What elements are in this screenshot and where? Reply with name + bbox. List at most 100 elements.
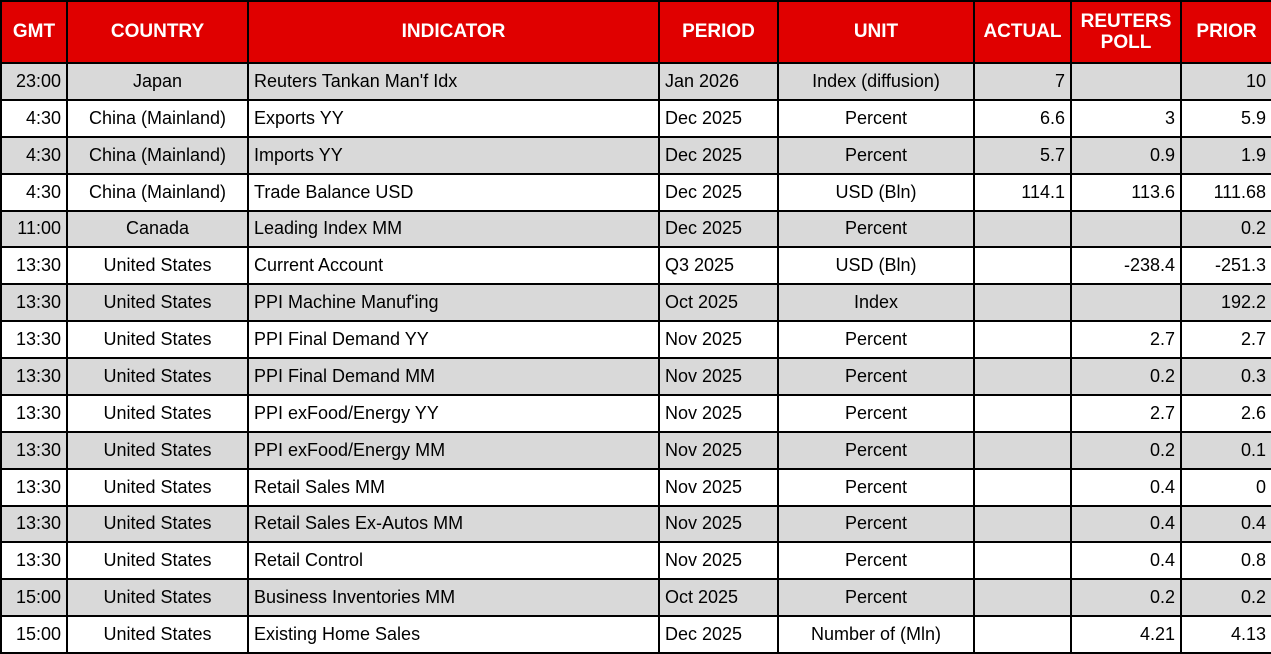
cell-prior[interactable]: 4.13 xyxy=(1180,615,1271,654)
cell-gmt[interactable]: 4:30 xyxy=(0,98,68,138)
cell-actual[interactable] xyxy=(973,504,1072,544)
cell-gmt[interactable]: 13:30 xyxy=(0,541,68,581)
cell-unit[interactable]: Percent xyxy=(777,541,975,581)
cell-unit[interactable]: Percent xyxy=(777,504,975,544)
cell-country[interactable]: United States xyxy=(66,504,249,544)
cell-period[interactable]: Nov 2025 xyxy=(658,541,779,581)
cell-period[interactable]: Dec 2025 xyxy=(658,615,779,654)
cell-actual[interactable] xyxy=(973,393,1072,433)
cell-indicator[interactable]: Trade Balance USD xyxy=(247,172,660,212)
cell-poll[interactable]: 0.4 xyxy=(1070,541,1182,581)
cell-gmt[interactable]: 13:30 xyxy=(0,357,68,396)
cell-gmt[interactable]: 15:00 xyxy=(0,578,68,618)
cell-actual[interactable] xyxy=(973,357,1072,396)
cell-actual[interactable] xyxy=(973,615,1072,654)
cell-prior[interactable]: 1.9 xyxy=(1180,135,1271,175)
cell-unit[interactable]: Percent xyxy=(777,98,975,138)
column-header-country[interactable]: COUNTRY xyxy=(66,0,249,64)
cell-actual[interactable] xyxy=(973,209,1072,249)
cell-unit[interactable]: Number of (Mln) xyxy=(777,615,975,654)
cell-period[interactable]: Dec 2025 xyxy=(658,209,779,249)
cell-actual[interactable]: 6.6 xyxy=(973,98,1072,138)
cell-prior[interactable]: -251.3 xyxy=(1180,246,1271,286)
cell-unit[interactable]: USD (Bln) xyxy=(777,246,975,286)
cell-indicator[interactable]: Retail Sales Ex-Autos MM xyxy=(247,504,660,544)
cell-actual[interactable]: 7 xyxy=(973,62,1072,101)
cell-country[interactable]: China (Mainland) xyxy=(66,172,249,212)
cell-unit[interactable]: Percent xyxy=(777,135,975,175)
cell-period[interactable]: Dec 2025 xyxy=(658,98,779,138)
cell-period[interactable]: Dec 2025 xyxy=(658,135,779,175)
cell-poll[interactable]: -238.4 xyxy=(1070,246,1182,286)
cell-gmt[interactable]: 13:30 xyxy=(0,283,68,323)
cell-prior[interactable]: 0.2 xyxy=(1180,578,1271,618)
column-header-actual[interactable]: ACTUAL xyxy=(973,0,1072,64)
cell-period[interactable]: Nov 2025 xyxy=(658,393,779,433)
column-header-period[interactable]: PERIOD xyxy=(658,0,779,64)
cell-prior[interactable]: 192.2 xyxy=(1180,283,1271,323)
cell-prior[interactable]: 5.9 xyxy=(1180,98,1271,138)
cell-unit[interactable]: Percent xyxy=(777,578,975,618)
cell-prior[interactable]: 0.1 xyxy=(1180,430,1271,470)
column-header-prior[interactable]: PRIOR xyxy=(1180,0,1271,64)
cell-unit[interactable]: Percent xyxy=(777,430,975,470)
cell-gmt[interactable]: 13:30 xyxy=(0,430,68,470)
cell-country[interactable]: China (Mainland) xyxy=(66,135,249,175)
cell-unit[interactable]: Index xyxy=(777,283,975,323)
cell-prior[interactable]: 0.3 xyxy=(1180,357,1271,396)
cell-period[interactable]: Nov 2025 xyxy=(658,357,779,396)
cell-poll[interactable]: 0.4 xyxy=(1070,467,1182,507)
cell-poll[interactable]: 0.2 xyxy=(1070,578,1182,618)
column-header-unit[interactable]: UNIT xyxy=(777,0,975,64)
cell-gmt[interactable]: 4:30 xyxy=(0,135,68,175)
cell-prior[interactable]: 2.6 xyxy=(1180,393,1271,433)
cell-actual[interactable]: 5.7 xyxy=(973,135,1072,175)
cell-poll[interactable]: 0.4 xyxy=(1070,504,1182,544)
cell-indicator[interactable]: Exports YY xyxy=(247,98,660,138)
cell-prior[interactable]: 0.8 xyxy=(1180,541,1271,581)
cell-indicator[interactable]: Business Inventories MM xyxy=(247,578,660,618)
cell-actual[interactable] xyxy=(973,283,1072,323)
cell-indicator[interactable]: PPI Machine Manuf'ing xyxy=(247,283,660,323)
cell-prior[interactable]: 10 xyxy=(1180,62,1271,101)
cell-indicator[interactable]: PPI Final Demand MM xyxy=(247,357,660,396)
cell-gmt[interactable]: 13:30 xyxy=(0,246,68,286)
cell-actual[interactable] xyxy=(973,467,1072,507)
cell-country[interactable]: Japan xyxy=(66,62,249,101)
cell-gmt[interactable]: 13:30 xyxy=(0,393,68,433)
cell-actual[interactable] xyxy=(973,578,1072,618)
cell-unit[interactable]: Percent xyxy=(777,357,975,396)
cell-poll[interactable] xyxy=(1070,209,1182,249)
cell-gmt[interactable]: 13:30 xyxy=(0,320,68,359)
cell-country[interactable]: United States xyxy=(66,393,249,433)
cell-unit[interactable]: Percent xyxy=(777,393,975,433)
cell-unit[interactable]: Percent xyxy=(777,320,975,359)
cell-country[interactable]: United States xyxy=(66,357,249,396)
cell-gmt[interactable]: 11:00 xyxy=(0,209,68,249)
cell-country[interactable]: United States xyxy=(66,467,249,507)
cell-country[interactable]: China (Mainland) xyxy=(66,98,249,138)
cell-gmt[interactable]: 15:00 xyxy=(0,615,68,654)
cell-country[interactable]: United States xyxy=(66,320,249,359)
column-header-indicator[interactable]: INDICATOR xyxy=(247,0,660,64)
cell-country[interactable]: United States xyxy=(66,578,249,618)
cell-period[interactable]: Q3 2025 xyxy=(658,246,779,286)
cell-country[interactable]: United States xyxy=(66,615,249,654)
cell-indicator[interactable]: Reuters Tankan Man'f Idx xyxy=(247,62,660,101)
cell-period[interactable]: Oct 2025 xyxy=(658,578,779,618)
cell-poll[interactable]: 2.7 xyxy=(1070,320,1182,359)
cell-poll[interactable]: 3 xyxy=(1070,98,1182,138)
cell-period[interactable]: Nov 2025 xyxy=(658,467,779,507)
cell-indicator[interactable]: Leading Index MM xyxy=(247,209,660,249)
cell-period[interactable]: Oct 2025 xyxy=(658,283,779,323)
cell-gmt[interactable]: 13:30 xyxy=(0,504,68,544)
cell-poll[interactable] xyxy=(1070,283,1182,323)
cell-indicator[interactable]: Imports YY xyxy=(247,135,660,175)
cell-period[interactable]: Dec 2025 xyxy=(658,172,779,212)
cell-poll[interactable]: 0.9 xyxy=(1070,135,1182,175)
cell-actual[interactable] xyxy=(973,246,1072,286)
cell-unit[interactable]: Percent xyxy=(777,467,975,507)
cell-country[interactable]: Canada xyxy=(66,209,249,249)
cell-gmt[interactable]: 13:30 xyxy=(0,467,68,507)
cell-poll[interactable]: 113.6 xyxy=(1070,172,1182,212)
